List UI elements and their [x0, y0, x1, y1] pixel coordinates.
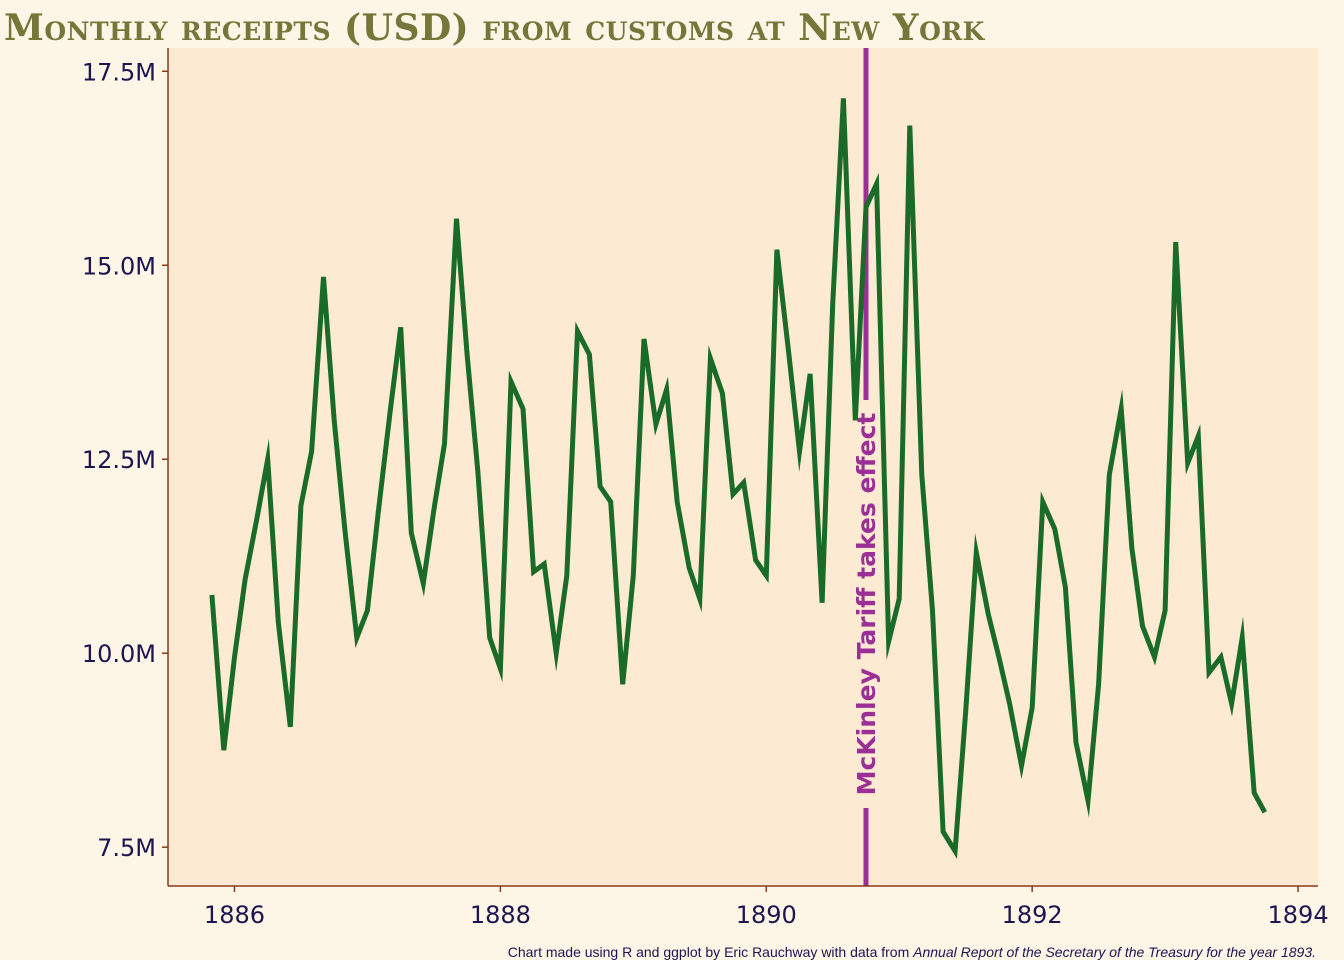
y-tick-label: 7.5M [97, 834, 156, 862]
annotation-layer: McKinley Tariff takes effect [852, 48, 881, 886]
y-tick-label: 10.0M [82, 640, 156, 668]
x-tick-label: 1892 [1002, 901, 1063, 929]
y-tick-label: 15.0M [82, 252, 156, 280]
series-layer [209, 98, 1267, 859]
axis-ticks: 7.5M 10.0M 12.5M 15.0M 17.5M 1886 1888 1890 1892… [82, 58, 1329, 929]
annotation-label: McKinley Tariff takes effect [852, 413, 881, 796]
receipts-line [209, 98, 1267, 859]
caption-prefix: Chart made using R and ggplot by Eric Ra… [508, 944, 913, 960]
x-tick-label: 1886 [204, 901, 265, 929]
x-tick-label: 1894 [1268, 901, 1329, 929]
y-tick-label: 12.5M [82, 446, 156, 474]
y-tick-label: 17.5M [82, 58, 156, 86]
chart-title: Monthly receipts (USD) from customs at N… [4, 7, 986, 49]
x-tick-label: 1888 [470, 901, 531, 929]
x-tick-label: 1890 [736, 901, 797, 929]
caption-source: Annual Report of the Secretary of the Tr… [912, 944, 1316, 960]
chart-caption: Chart made using R and ggplot by Eric Ra… [508, 944, 1316, 960]
